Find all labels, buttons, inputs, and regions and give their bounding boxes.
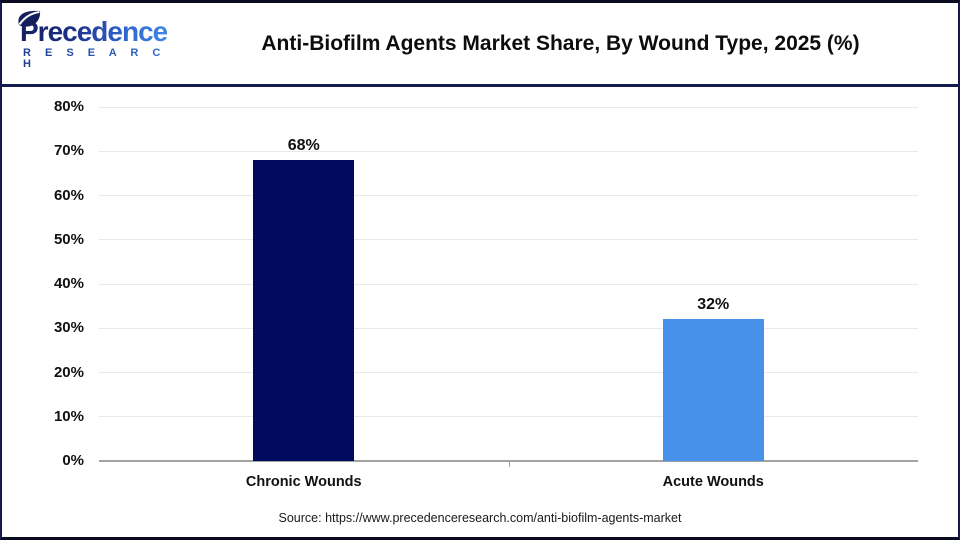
gridline (99, 239, 918, 241)
y-tick-label: 60% (53, 186, 84, 204)
category-label: Chronic Wounds (245, 474, 362, 490)
gridline (99, 372, 918, 373)
chart-title: Anti-Biofilm Agents Market Share, By Wou… (261, 31, 860, 55)
bar-value-label: 32% (697, 296, 730, 314)
gridline (99, 283, 918, 285)
header: Precedence R E S E A R C H Anti-Biofilm … (2, 3, 958, 87)
brand-subtitle: R E S E A R C H (20, 47, 177, 70)
gridline (99, 195, 918, 196)
category-label: Acute Wounds (662, 474, 764, 490)
gridline (99, 327, 918, 329)
y-tick-label: 50% (53, 230, 84, 248)
bar (253, 160, 355, 461)
brand-name: Precedence (20, 15, 168, 47)
y-tick-label: 70% (53, 142, 84, 160)
bar (662, 319, 764, 461)
y-tick-label: 10% (53, 407, 84, 425)
gridline (99, 416, 918, 418)
y-tick-label: 20% (53, 363, 84, 381)
gridline (99, 150, 918, 152)
bar-value-label: 68% (287, 137, 320, 155)
y-tick-label: 30% (53, 319, 84, 337)
category-tick (508, 461, 510, 467)
gridline (99, 106, 918, 108)
y-tick-label: 80% (53, 98, 84, 115)
source-citation: Source: https://www.precedenceresearch.c… (278, 511, 682, 525)
y-tick-label: 40% (53, 275, 84, 292)
precedence-research-logo: Precedence R E S E A R C H (2, 10, 177, 70)
y-tick-label: 0% (62, 452, 84, 469)
leaf-icon (16, 9, 42, 43)
plot-area: 0% 10% 20% 30% 40% 50% 60% 70% 80% 68% Chronic Wou… (2, 3, 958, 537)
